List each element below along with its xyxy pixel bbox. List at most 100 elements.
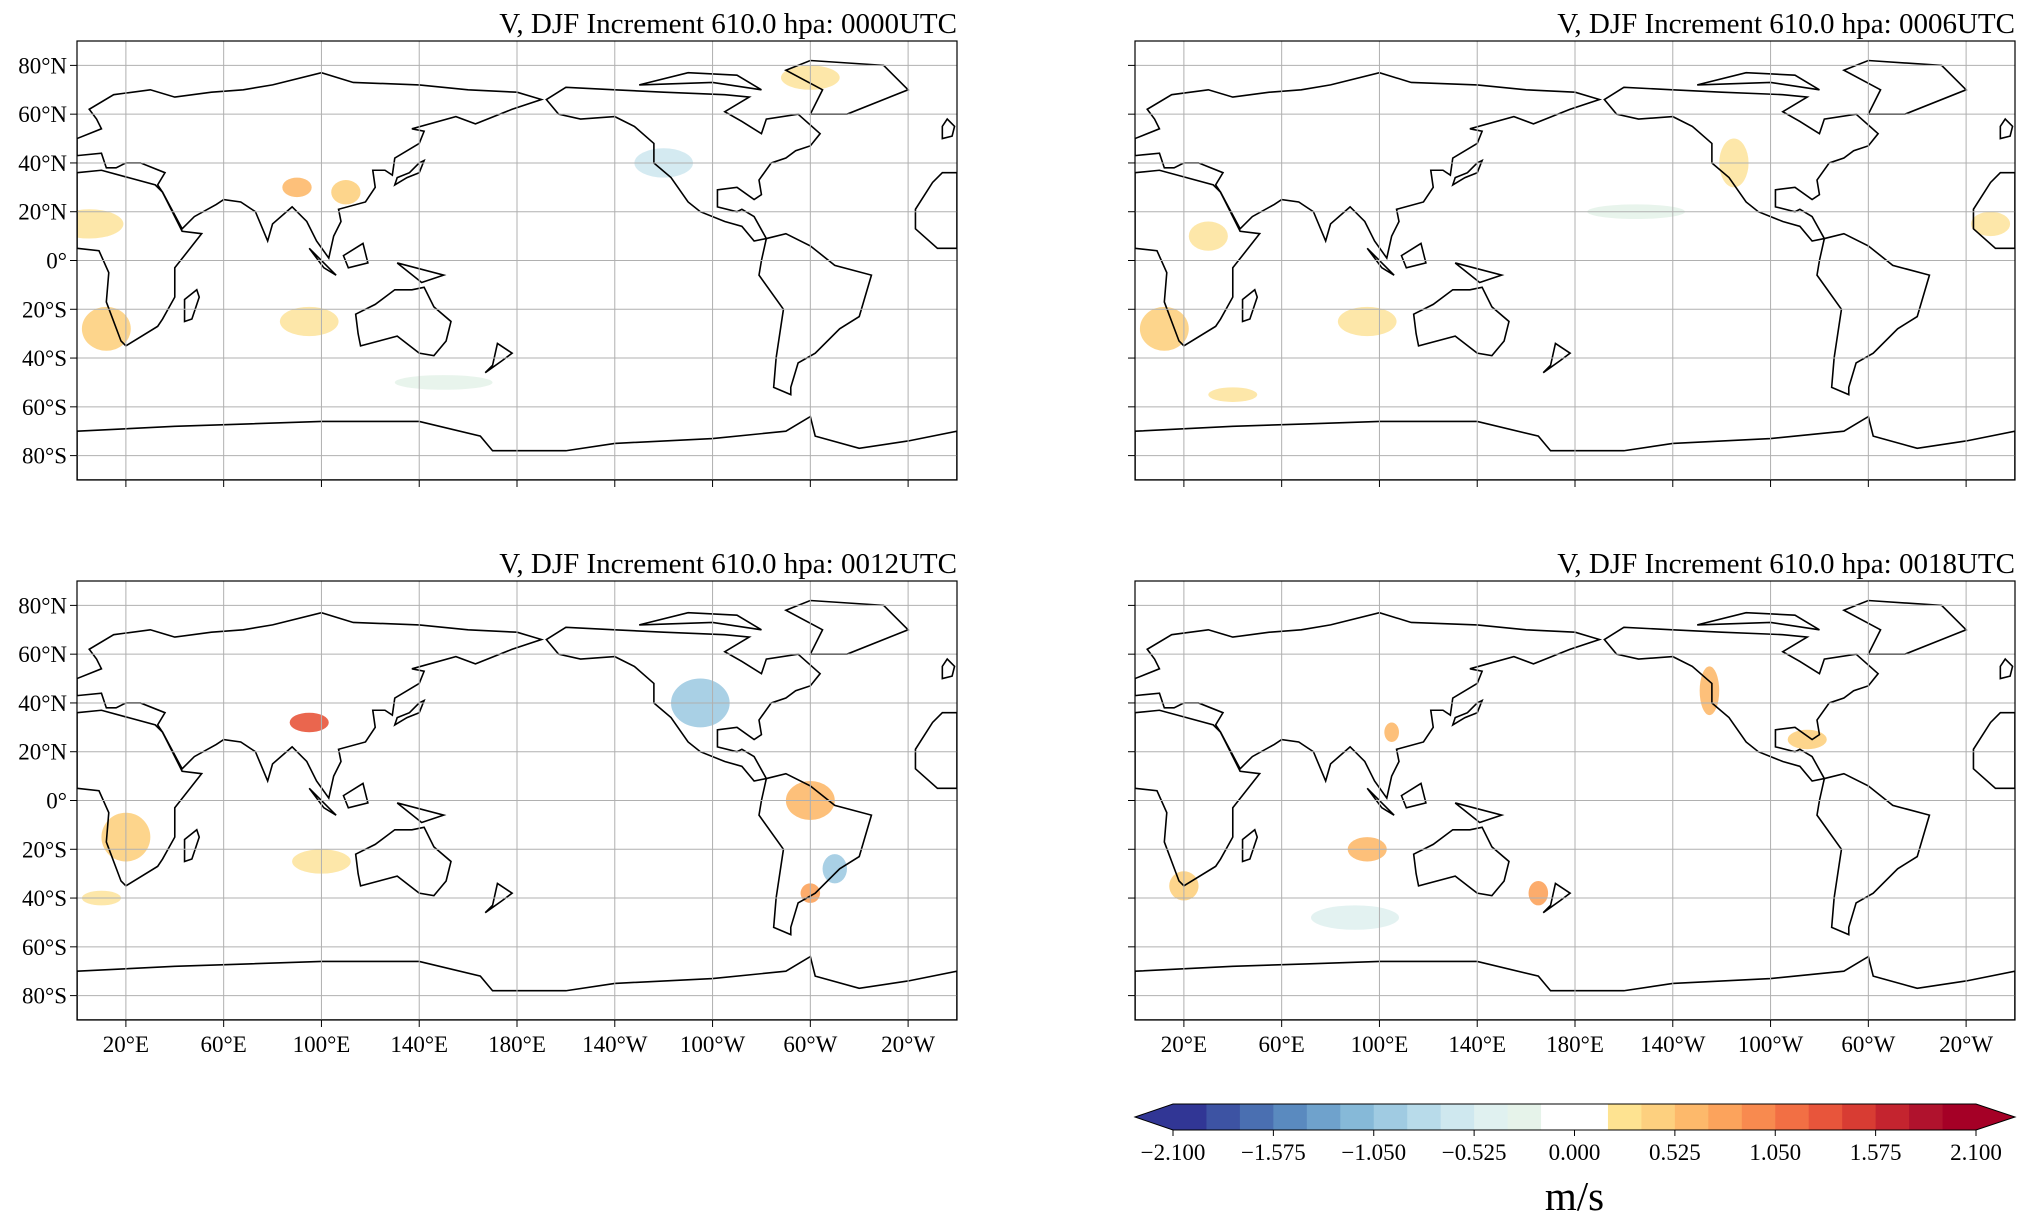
field-contour — [289, 712, 329, 733]
lat-tick-label: 0° — [46, 789, 67, 814]
lon-tick-label: 140°W — [1640, 1032, 1706, 1057]
colorbar-bin — [1741, 1104, 1776, 1130]
panel-title: V, DJF Increment 610.0 hpa: 0018UTC — [1557, 548, 2015, 580]
coastline — [758, 232, 873, 396]
coastline — [77, 709, 204, 887]
coastline — [914, 171, 957, 250]
colorbar-bin — [1173, 1104, 1207, 1130]
coastline — [484, 342, 514, 374]
colorbar-bin — [1842, 1104, 1877, 1130]
coastline — [1697, 71, 1820, 91]
lat-tick-label: 80°S — [22, 444, 67, 469]
coastline — [183, 828, 201, 863]
lat-tick-label: 20°N — [18, 200, 67, 225]
coastline — [1972, 171, 2015, 250]
coastline — [1412, 286, 1510, 357]
field-contour — [81, 306, 131, 351]
coastline — [1412, 826, 1510, 897]
field-contour — [822, 854, 847, 884]
panel-title: V, DJF Increment 610.0 hpa: 0006UTC — [1557, 8, 2015, 40]
colorbar-tick-label: 1.575 — [1850, 1140, 1902, 1165]
coastline — [1241, 828, 1259, 863]
colorbar-bin — [1574, 1104, 1609, 1130]
field-contour — [282, 177, 312, 198]
colorbar-bin — [1674, 1104, 1709, 1130]
colorbar-extend — [1976, 1104, 2015, 1130]
coastline — [1697, 611, 1820, 631]
panel-frame — [76, 580, 958, 1021]
colorbar-bin — [1239, 1104, 1274, 1130]
colorbar-bin — [1273, 1104, 1308, 1130]
lon-tick-label: 20°W — [881, 1032, 935, 1057]
lat-tick-label: 40°N — [18, 691, 67, 716]
coastline — [1451, 698, 1484, 727]
lat-tick-label: 60°S — [22, 935, 67, 960]
colorbar-bin — [1942, 1104, 1977, 1130]
coastline — [354, 286, 452, 357]
lon-tick-label: 60°W — [783, 1032, 837, 1057]
coastline — [758, 772, 873, 936]
colorbar-bin — [1909, 1104, 1944, 1130]
coastline — [941, 117, 956, 140]
coastline — [1454, 802, 1505, 824]
coastline — [1451, 158, 1484, 187]
colorbar-bin — [1808, 1104, 1843, 1130]
lat-tick-label: 80°N — [18, 53, 67, 78]
coastline — [783, 59, 910, 115]
field-contour — [1208, 387, 1258, 402]
colorbar-label: m/s — [1545, 1173, 1604, 1219]
coastline — [77, 611, 545, 800]
map-panel — [77, 581, 957, 1020]
lat-tick-label: 0° — [46, 249, 67, 274]
coastline — [639, 71, 762, 91]
map-panel — [1135, 41, 2015, 480]
lon-tick-label: 100°W — [1738, 1032, 1804, 1057]
coastline — [354, 826, 452, 897]
coastline — [1400, 242, 1427, 269]
colorbar-bin — [1641, 1104, 1676, 1130]
coastline — [1135, 611, 1603, 800]
lat-tick-label: 20°S — [22, 297, 67, 322]
coastline — [77, 169, 204, 347]
lat-tick-label: 40°S — [22, 886, 67, 911]
colorbar-bin — [1708, 1104, 1743, 1130]
coastline — [1135, 169, 1262, 347]
colorbar-tick-label: 1.050 — [1749, 1140, 1801, 1165]
colorbar-bin — [1407, 1104, 1442, 1130]
coastline — [1999, 117, 2014, 140]
lon-tick-label: 140°E — [390, 1032, 448, 1057]
colorbar-tick-label: −0.525 — [1442, 1140, 1507, 1165]
lon-tick-label: 100°E — [293, 1032, 351, 1057]
field-contour — [77, 209, 124, 239]
colorbar-tick-label: 0.525 — [1649, 1140, 1701, 1165]
colorbar-bin — [1306, 1104, 1341, 1130]
coastline — [342, 782, 369, 809]
lon-tick-label: 20°E — [1161, 1032, 1207, 1057]
colorbar-bin — [1607, 1104, 1642, 1130]
lon-tick-label: 100°W — [680, 1032, 746, 1057]
field-contour — [1384, 722, 1399, 742]
lon-tick-label: 60°E — [1259, 1032, 1305, 1057]
lon-tick-label: 180°E — [1546, 1032, 1604, 1057]
colorbar-bin — [1474, 1104, 1509, 1130]
colorbar-tick-label: 2.100 — [1950, 1140, 2002, 1165]
coastline — [1841, 59, 1968, 115]
lat-tick-label: 40°N — [18, 151, 67, 176]
map-panel — [1135, 581, 2015, 1020]
field-contour — [1699, 666, 1720, 716]
coastline — [639, 611, 762, 631]
field-contour — [279, 306, 339, 337]
coastline — [1135, 709, 1262, 887]
coastline — [783, 599, 910, 655]
lon-tick-label: 60°E — [201, 1032, 247, 1057]
colorbar-bin — [1373, 1104, 1408, 1130]
coastline — [77, 71, 545, 260]
panel-title: V, DJF Increment 610.0 hpa: 0012UTC — [499, 548, 957, 580]
field-contour — [1337, 306, 1397, 337]
coastline — [1603, 86, 1880, 242]
colorbar-tick-label: −1.575 — [1241, 1140, 1306, 1165]
field-contour — [1528, 880, 1549, 906]
coastline — [1816, 772, 1931, 936]
lat-tick-label: 80°N — [18, 593, 67, 618]
